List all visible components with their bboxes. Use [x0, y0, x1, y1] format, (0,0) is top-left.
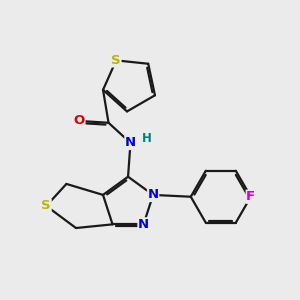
Text: S: S	[111, 54, 121, 67]
Text: H: H	[142, 132, 152, 145]
Text: O: O	[74, 114, 85, 128]
Text: N: N	[125, 136, 136, 149]
Text: N: N	[148, 188, 159, 201]
Text: F: F	[246, 190, 255, 203]
Text: N: N	[138, 218, 149, 231]
Text: S: S	[41, 200, 51, 212]
